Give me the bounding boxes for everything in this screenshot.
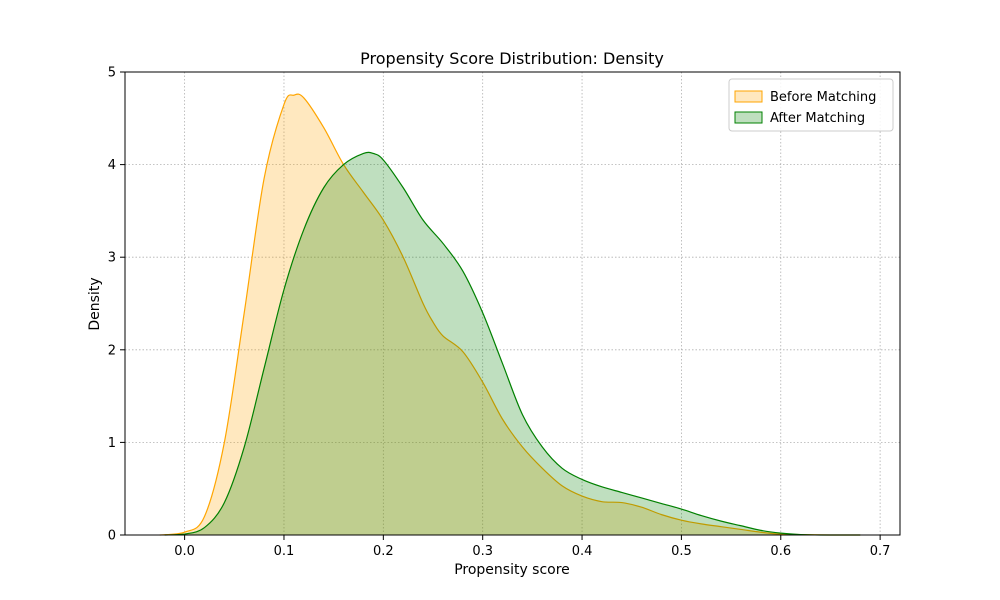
y-tick-label: 4 bbox=[108, 158, 116, 173]
y-tick-label: 1 bbox=[108, 436, 116, 451]
x-tick-label: 0.7 bbox=[870, 544, 891, 559]
x-tick-label: 0.5 bbox=[671, 544, 692, 559]
legend: Before Matching After Matching bbox=[728, 78, 894, 132]
x-axis-label: Propensity score bbox=[454, 562, 570, 578]
x-tick-label: 0.0 bbox=[174, 544, 195, 559]
y-tick-label: 0 bbox=[108, 529, 116, 544]
legend-swatch bbox=[734, 90, 763, 103]
x-tick-label: 0.4 bbox=[572, 544, 593, 559]
x-tick-label: 0.2 bbox=[373, 544, 394, 559]
series-line-before-matching bbox=[159, 93, 861, 536]
series-area-after-matching bbox=[164, 152, 861, 535]
y-tick-label: 5 bbox=[108, 66, 116, 81]
grid bbox=[125, 71, 900, 536]
plot-frame bbox=[124, 71, 901, 536]
legend-swatch bbox=[734, 111, 763, 124]
series-layer bbox=[159, 93, 861, 536]
x-tick-label: 0.3 bbox=[472, 544, 493, 559]
series-line-after-matching bbox=[164, 151, 861, 536]
x-tick-label: 0.6 bbox=[770, 544, 791, 559]
y-tick-label: 3 bbox=[108, 251, 116, 266]
legend-label: Before Matching bbox=[770, 90, 876, 105]
legend-label: After Matching bbox=[770, 111, 865, 126]
chart-title: Propensity Score Distribution: Density bbox=[360, 49, 664, 68]
x-axis: 0.0 0.1 0.2 0.3 0.4 0.5 0.6 0.7 bbox=[174, 535, 890, 559]
series-area-before-matching bbox=[159, 94, 861, 536]
x-tick-label: 0.1 bbox=[274, 544, 295, 559]
y-axis: 0 1 2 3 4 5 bbox=[108, 66, 125, 544]
y-tick-label: 2 bbox=[108, 343, 116, 358]
legend-box bbox=[728, 78, 894, 132]
y-axis-label: Density bbox=[87, 277, 103, 330]
